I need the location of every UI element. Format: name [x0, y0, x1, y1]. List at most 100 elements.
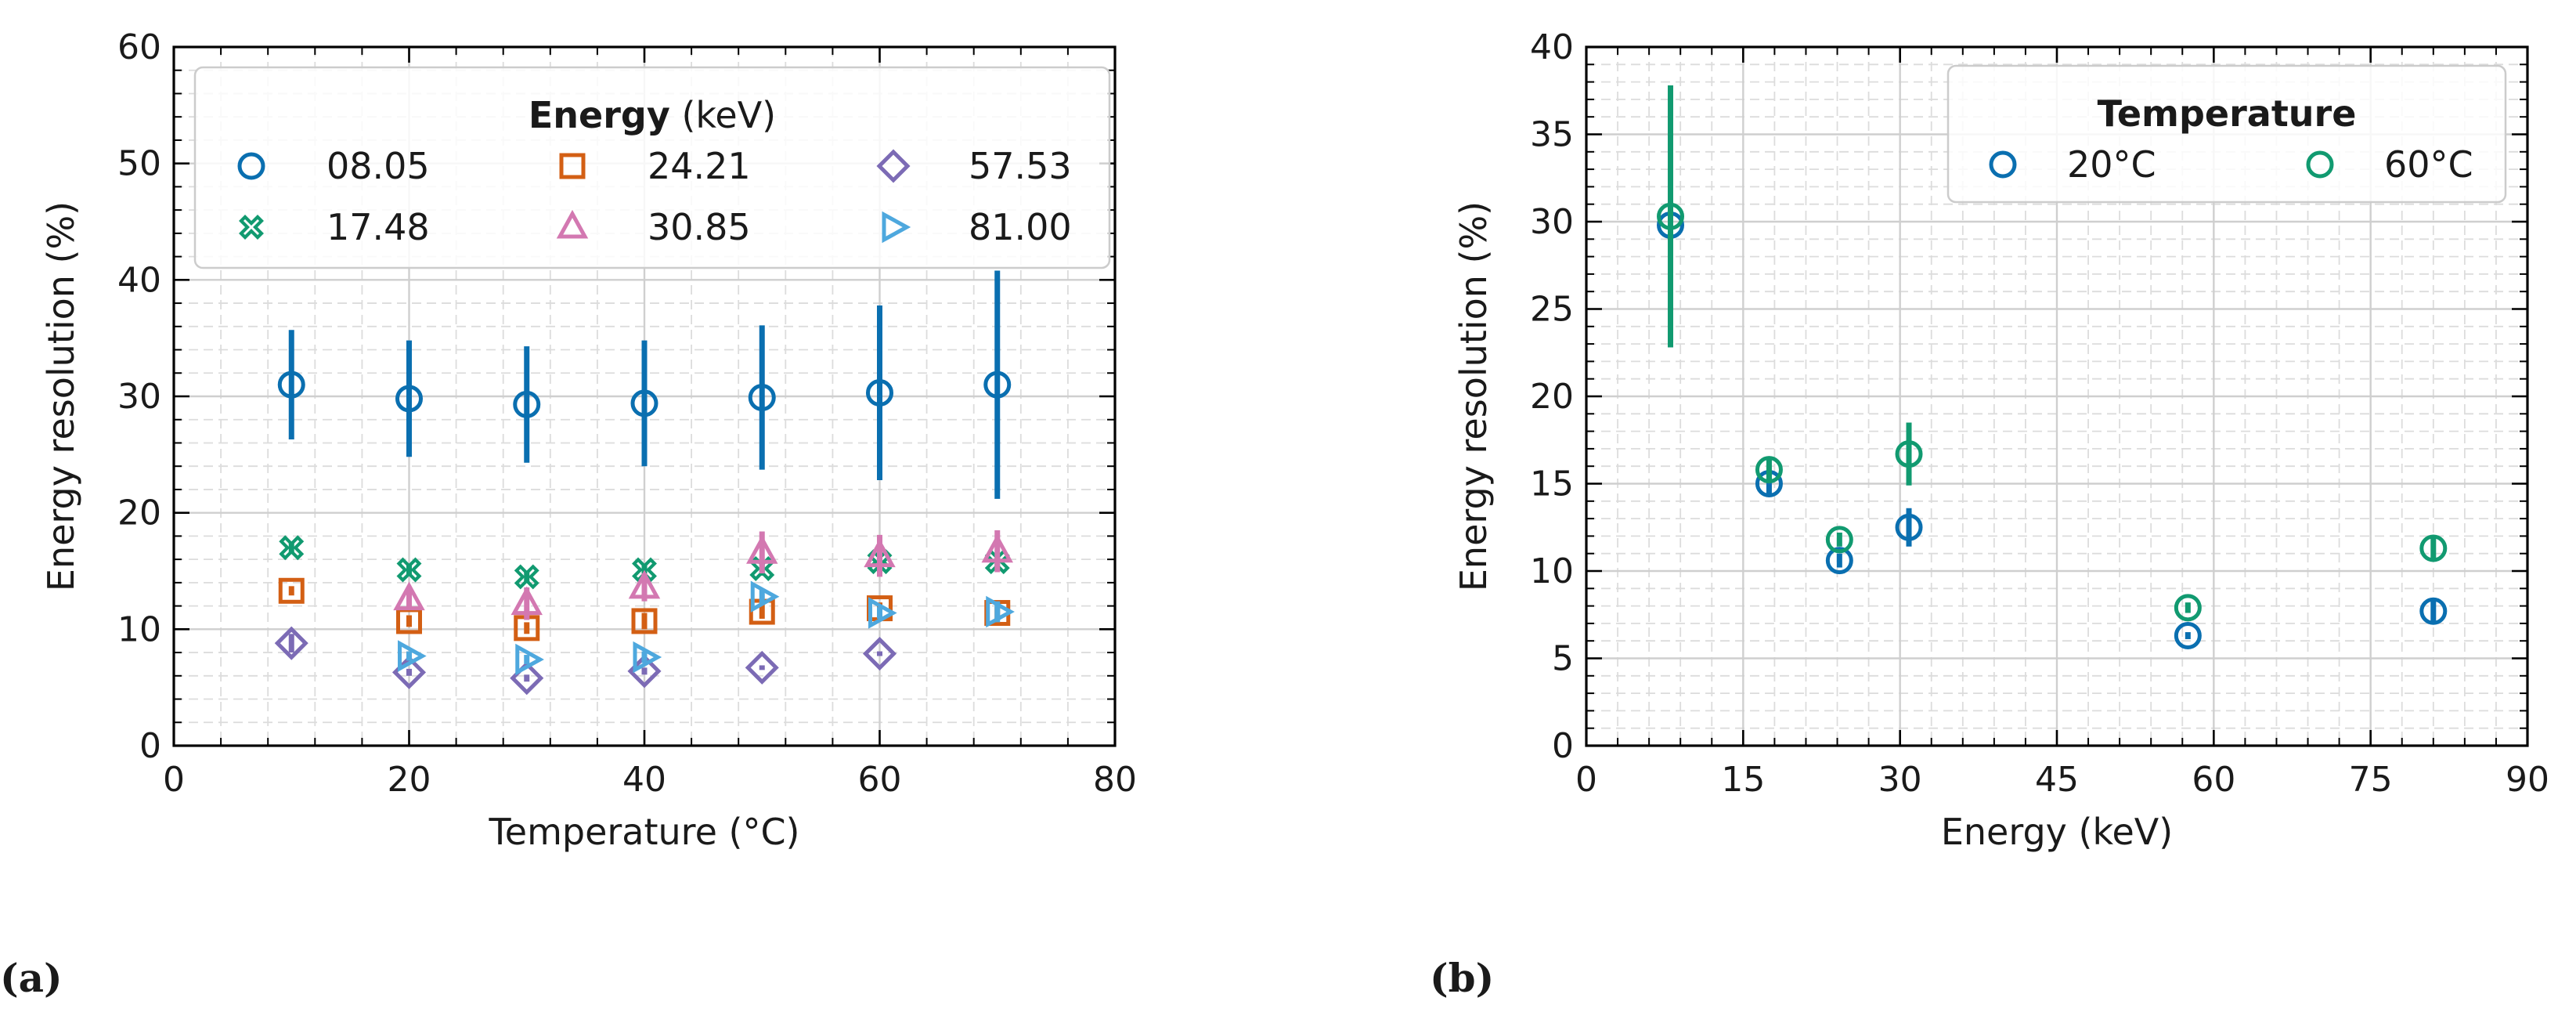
a-data-point	[981, 533, 1013, 563]
a-legend-label: 24.21	[648, 145, 751, 187]
b-legend: Temperature 20°C 60°C	[1946, 64, 2507, 204]
a-data-point	[395, 385, 423, 413]
a-data-point	[393, 581, 425, 611]
a-data-point	[515, 643, 544, 676]
a-data-point	[983, 370, 1012, 399]
a-x-axis-label: Temperature (°C)	[488, 811, 799, 853]
b-x-tick-label: 60	[2192, 760, 2235, 800]
b-data-point	[1755, 456, 1783, 484]
b-data-point	[2174, 594, 2202, 622]
a-legend-marker	[237, 152, 265, 180]
a-legend-box	[193, 66, 1111, 269]
a-x-tick-label: 20	[388, 760, 431, 800]
a-y-tick-label: 0	[139, 726, 161, 766]
a-legend-title: Energy (keV)	[529, 94, 776, 136]
b-ticks: 0 15 30 45 60 75 90 0 5 10 15 20 25 30 35 40	[1530, 27, 2549, 800]
a-data-point	[632, 557, 657, 583]
b-y-tick-label: 25	[1530, 290, 1574, 330]
a-legend-marker	[239, 215, 264, 240]
b-data	[1657, 85, 2448, 650]
a-legend-label: 08.05	[327, 145, 430, 187]
b-legend-title: Temperature	[2098, 92, 2357, 135]
b-x-tick-label: 15	[1721, 760, 1765, 800]
a-y-axis-label: Energy resolution (%)	[40, 201, 82, 591]
a-data-point	[279, 535, 305, 561]
a-data-point	[633, 641, 662, 674]
a-data-point	[396, 557, 422, 583]
b-y-tick-label: 30	[1530, 202, 1574, 242]
a-legend-label: 81.00	[969, 206, 1072, 248]
a-data-point	[864, 538, 896, 568]
b-y-tick-label: 15	[1530, 464, 1574, 504]
b-y-tick-label: 40	[1530, 27, 1574, 67]
a-data-point	[745, 650, 779, 685]
b-data-point	[1657, 202, 1685, 230]
a-series-30.85	[393, 529, 1013, 620]
a-ticks: 0 20 40 60 80 0 10 20 30 40 50 60	[117, 27, 1137, 800]
b-data-point	[1895, 440, 1923, 468]
panel-a-label: (a)	[0, 955, 63, 1001]
a-data-point	[628, 569, 661, 599]
panel-b-label: (b)	[1430, 955, 1494, 1001]
a-data-point	[748, 383, 776, 411]
b-y-tick-label: 20	[1530, 377, 1574, 417]
a-data-point	[631, 608, 658, 634]
a-data-point	[986, 595, 1015, 628]
b-x-tick-label: 75	[2349, 760, 2393, 800]
b-x-tick-label: 45	[2035, 760, 2079, 800]
a-data-point	[274, 626, 308, 660]
a-legend: Energy (keV) 08.05 24.21 57.53 17.48 30.85 81.…	[193, 66, 1111, 269]
a-data-point	[511, 586, 543, 616]
b-data-point	[1895, 513, 1923, 541]
a-data-point	[866, 379, 893, 407]
a-data	[274, 270, 1015, 696]
b-y-tick-label: 0	[1552, 726, 1574, 766]
a-legend-label: 30.85	[648, 206, 751, 248]
b-x-tick-label: 90	[2506, 760, 2549, 800]
a-y-tick-label: 30	[117, 377, 161, 417]
a-data-point	[398, 640, 427, 672]
a-y-tick-label: 20	[117, 493, 161, 533]
a-x-tick-label: 60	[858, 760, 902, 800]
a-data-point	[278, 577, 305, 604]
a-y-tick-label: 50	[117, 144, 161, 184]
b-legend-box	[1946, 64, 2507, 204]
a-legend-label: 57.53	[969, 145, 1072, 187]
a-legend-marker	[876, 149, 911, 183]
b-x-tick-label: 30	[1878, 760, 1922, 800]
a-data-point	[277, 370, 305, 399]
b-y-tick-label: 10	[1530, 551, 1574, 591]
b-x-tick-label: 0	[1575, 760, 1597, 800]
a-y-tick-label: 40	[117, 260, 161, 300]
b-x-axis-label: Energy (keV)	[1941, 811, 2173, 853]
a-y-tick-label: 60	[117, 27, 161, 67]
b-legend-label: 60°C	[2384, 143, 2473, 186]
a-legend-marker	[559, 153, 586, 179]
a-data-point	[750, 580, 780, 613]
b-data-point	[2419, 597, 2448, 625]
b-legend-label: 20°C	[2067, 143, 2156, 186]
panel-b: (b) 0 15 30 45 60 75 90 0 5 10 15 20 25 30 35 40 Energy …	[1430, 27, 2549, 1001]
b-legend-marker	[2306, 150, 2334, 179]
a-data-point	[513, 390, 541, 418]
b-y-tick-label: 5	[1552, 639, 1574, 679]
b-series-60°C	[1657, 85, 2448, 622]
a-legend-marker	[556, 209, 589, 239]
a-data-point	[630, 389, 658, 417]
b-data-point	[2174, 622, 2202, 650]
a-data-point	[862, 637, 897, 671]
b-y-axis-label: Energy resolution (%)	[1452, 201, 1495, 591]
a-data-point	[749, 556, 775, 581]
a-series-08.05	[277, 270, 1012, 499]
b-data-point	[1825, 526, 1853, 554]
panel-a: (a) 0 20 40 60 80 0 10 20 30 40 50 60 Temperature (°…	[0, 27, 1137, 1001]
a-data-point	[868, 597, 897, 629]
a-series-81.00	[398, 580, 1015, 676]
b-series-20°C	[1657, 211, 2448, 650]
a-x-tick-label: 40	[622, 760, 666, 800]
b-y-tick-label: 35	[1530, 115, 1574, 155]
a-y-tick-label: 10	[117, 609, 161, 649]
b-legend-marker	[1989, 150, 2017, 179]
b-data-point	[2419, 534, 2448, 562]
